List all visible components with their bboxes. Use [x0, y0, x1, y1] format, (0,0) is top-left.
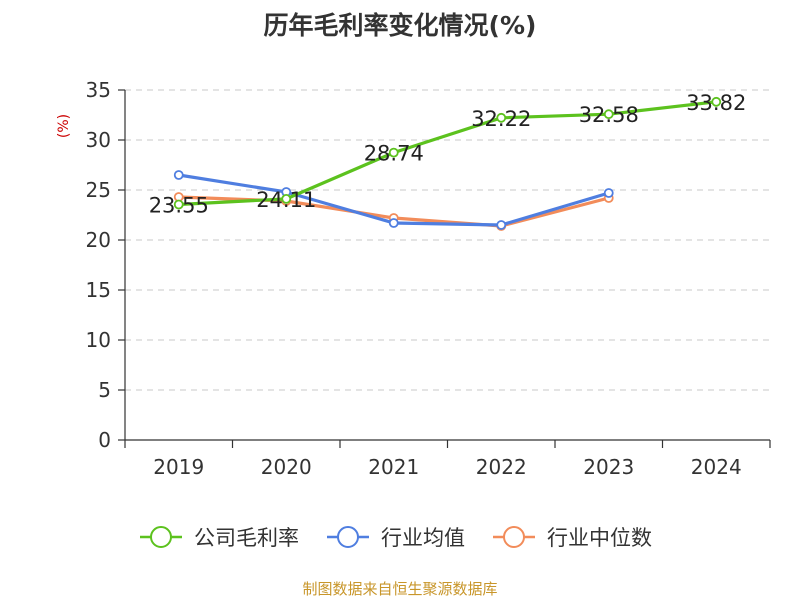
- x-tick-label-2021: 2021: [368, 455, 419, 479]
- series-1-point-2019: [173, 199, 184, 210]
- legend-label: 行业均值: [381, 526, 465, 550]
- y-axis-label: (%): [56, 114, 72, 138]
- y-tick-label-20: 20: [86, 228, 111, 252]
- legend-label: 公司毛利率: [194, 526, 299, 550]
- series-2-point-2019: [173, 170, 184, 180]
- gridlines: [125, 89, 770, 391]
- series-1-point-2024: [711, 96, 722, 107]
- series-1-point-2022: [496, 112, 507, 123]
- series-1-label-2019: 23.55: [149, 194, 209, 218]
- x-tick-label-2023: 2023: [583, 455, 634, 479]
- legend-item-1: 公司毛利率: [140, 526, 299, 550]
- series-1-label-2024: 33.82: [686, 91, 746, 115]
- data-labels: 23.55 24.11 28.74 32.22 32.58 33.82: [149, 91, 747, 218]
- y-tick-label-5: 5: [98, 378, 111, 402]
- series-1-point-2020: [281, 193, 292, 204]
- series-1-label-2022: 32.22: [471, 107, 531, 131]
- series-1-label-2020: 24.11: [256, 188, 316, 212]
- series-2-point-2023: [603, 188, 614, 198]
- legend-item-3: 行业中位数: [493, 526, 652, 550]
- y-tick-label-10: 10: [86, 328, 111, 352]
- series-1-label-2023: 32.58: [579, 103, 639, 127]
- series-1-label-2021: 28.74: [364, 142, 424, 166]
- series-1-point-2023: [603, 109, 614, 120]
- series-1-point-2021: [388, 147, 399, 158]
- x-tick-label-2022: 2022: [476, 455, 527, 479]
- y-tick-label-15: 15: [86, 278, 111, 302]
- x-tick-label-2019: 2019: [153, 455, 204, 479]
- x-tick-label-2024: 2024: [691, 455, 742, 479]
- source-note: 制图数据来自恒生聚源数据库: [302, 580, 497, 598]
- y-tick-label-30: 30: [86, 128, 111, 152]
- y-tick-label-0: 0: [98, 428, 111, 452]
- legend-swatch-marker: [150, 526, 172, 548]
- series-1-line: [177, 100, 718, 207]
- legend-swatch-marker: [337, 526, 359, 548]
- y-tick-label-25: 25: [86, 178, 111, 202]
- legend: 公司毛利率 行业均值 行业中位数: [140, 526, 652, 550]
- legend-label: 行业中位数: [547, 526, 652, 550]
- legend-swatch-marker: [503, 526, 525, 548]
- series-2-point-2021: [388, 218, 399, 228]
- axes: 0 5 10 15 20 25 30 35 2019 2020 2021 2022 2023 2024: [86, 78, 771, 479]
- series-lines: [173, 96, 722, 231]
- legend-item-2: 行业均值: [327, 526, 465, 550]
- chart-title: 历年毛利率变化情况(%): [264, 11, 537, 40]
- x-tick-label-2020: 2020: [261, 455, 312, 479]
- series-2-point-2022: [496, 220, 507, 230]
- y-tick-label-35: 35: [86, 78, 111, 102]
